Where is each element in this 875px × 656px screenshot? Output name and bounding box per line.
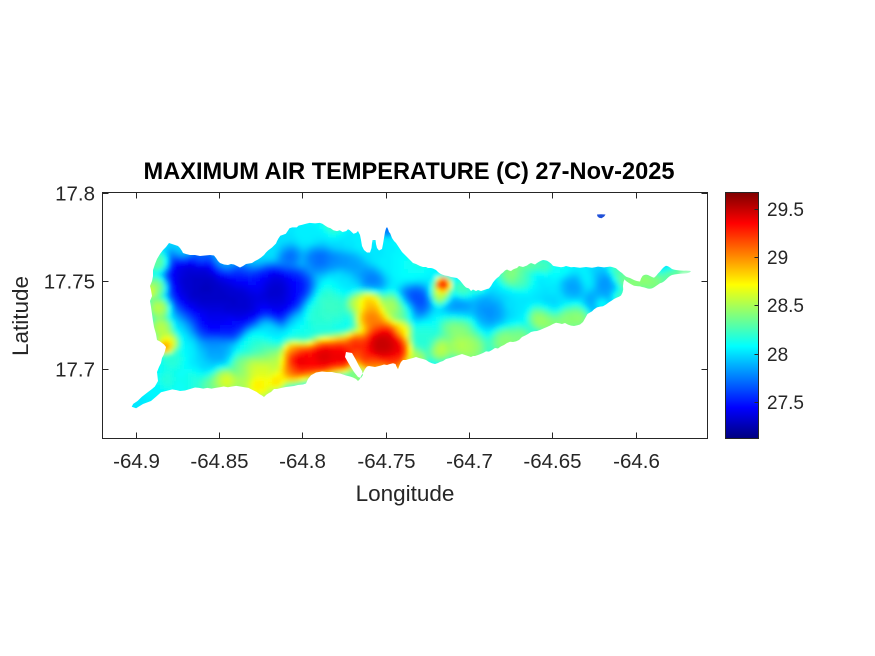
svg-text:29: 29 xyxy=(767,248,788,269)
svg-text:28: 28 xyxy=(767,345,788,366)
svg-text:-64.6: -64.6 xyxy=(613,450,660,473)
svg-text:-64.7: -64.7 xyxy=(446,450,493,473)
svg-text:MAXIMUM AIR TEMPERATURE (C) 27: MAXIMUM AIR TEMPERATURE (C) 27-Nov-2025 xyxy=(144,159,675,185)
svg-text:29.5: 29.5 xyxy=(767,200,804,221)
svg-text:28.5: 28.5 xyxy=(767,296,804,317)
svg-text:17.8: 17.8 xyxy=(55,183,95,206)
svg-text:-64.8: -64.8 xyxy=(279,450,326,473)
svg-text:17.75: 17.75 xyxy=(44,271,95,294)
svg-text:-64.9: -64.9 xyxy=(113,450,160,473)
svg-text:-64.85: -64.85 xyxy=(190,450,248,473)
svg-text:27.5: 27.5 xyxy=(767,393,804,414)
svg-text:Latitude: Latitude xyxy=(8,276,33,356)
svg-text:Longitude: Longitude xyxy=(356,481,455,506)
svg-text:17.7: 17.7 xyxy=(55,359,95,382)
svg-text:-64.65: -64.65 xyxy=(523,450,581,473)
svg-text:-64.75: -64.75 xyxy=(357,450,415,473)
